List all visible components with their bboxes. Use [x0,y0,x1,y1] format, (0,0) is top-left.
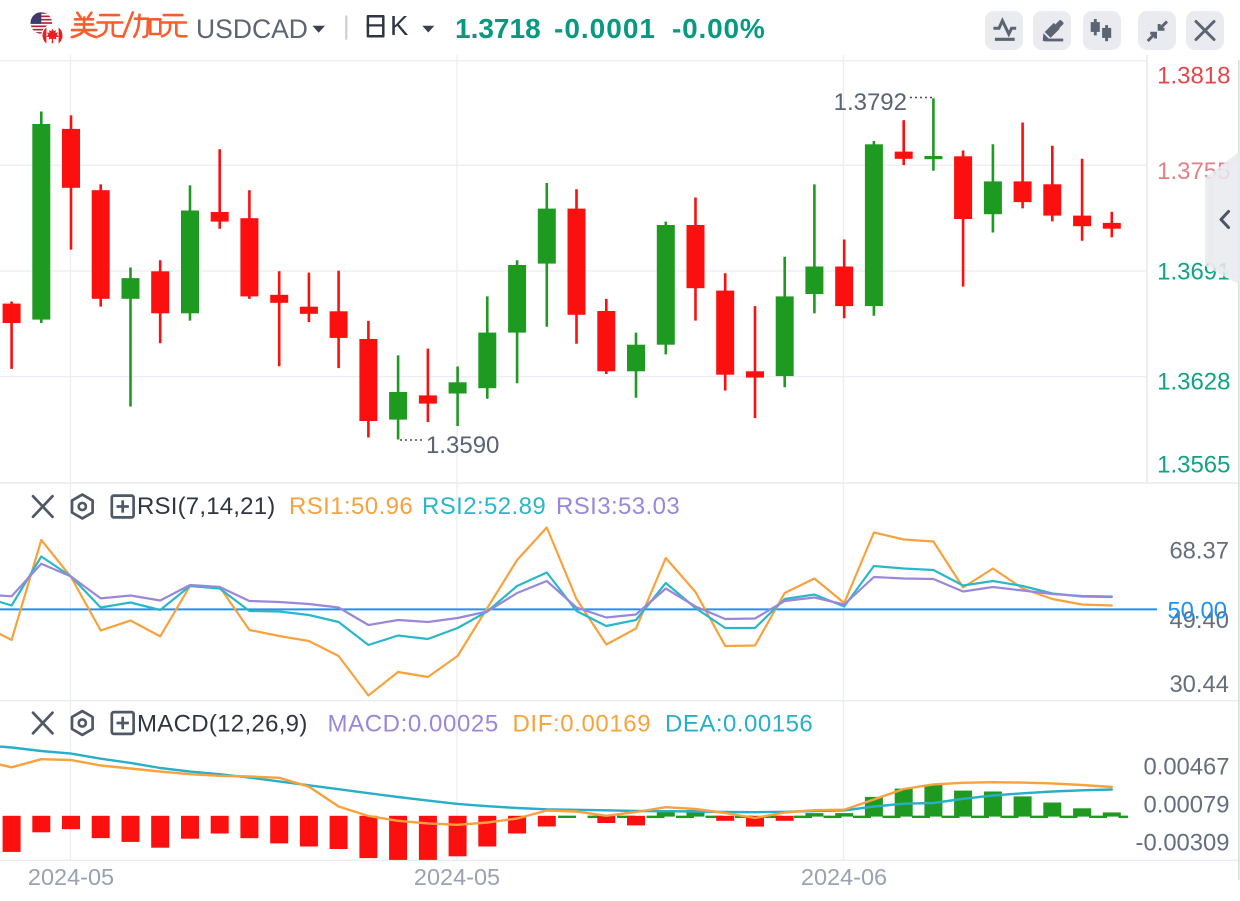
svg-text:RSI2:52.89: RSI2:52.89 [422,493,546,520]
svg-text:1.3818: 1.3818 [1157,62,1230,89]
svg-text:1.3565: 1.3565 [1157,451,1230,478]
svg-text:MACD:0.00025: MACD:0.00025 [328,711,499,738]
svg-text:MACD(12,26,9): MACD(12,26,9) [137,711,308,738]
svg-text:K: K [390,10,409,41]
svg-text:1.3628: 1.3628 [1157,368,1230,395]
svg-text:DEA:0.00156: DEA:0.00156 [665,711,813,738]
svg-text:-0.0001: -0.0001 [554,13,656,44]
svg-text:2024-05: 2024-05 [28,864,114,890]
svg-text:68.37: 68.37 [1169,537,1229,564]
svg-text:RSI3:53.03: RSI3:53.03 [556,493,680,520]
svg-text:2024-05: 2024-05 [414,864,500,890]
svg-text:-0.00309: -0.00309 [1136,829,1230,856]
svg-text:50.00: 50.00 [1167,597,1227,624]
svg-text:DIF:0.00169: DIF:0.00169 [513,711,652,738]
svg-text:-0.00%: -0.00% [672,13,766,44]
svg-text:2024-06: 2024-06 [801,864,887,890]
svg-text:30.44: 30.44 [1169,671,1229,698]
svg-text:RSI1:50.96: RSI1:50.96 [289,493,413,520]
svg-text:49.40: 49.40 [1169,607,1229,634]
svg-text:0.00079: 0.00079 [1143,791,1229,818]
svg-text:1.3792: 1.3792 [834,89,907,116]
svg-text:1.3718: 1.3718 [455,13,541,44]
svg-text:1.3590: 1.3590 [426,432,499,459]
svg-text:USDCAD: USDCAD [196,14,308,44]
svg-text:RSI(7,14,21): RSI(7,14,21) [137,493,275,520]
svg-text:0.00467: 0.00467 [1143,753,1229,780]
